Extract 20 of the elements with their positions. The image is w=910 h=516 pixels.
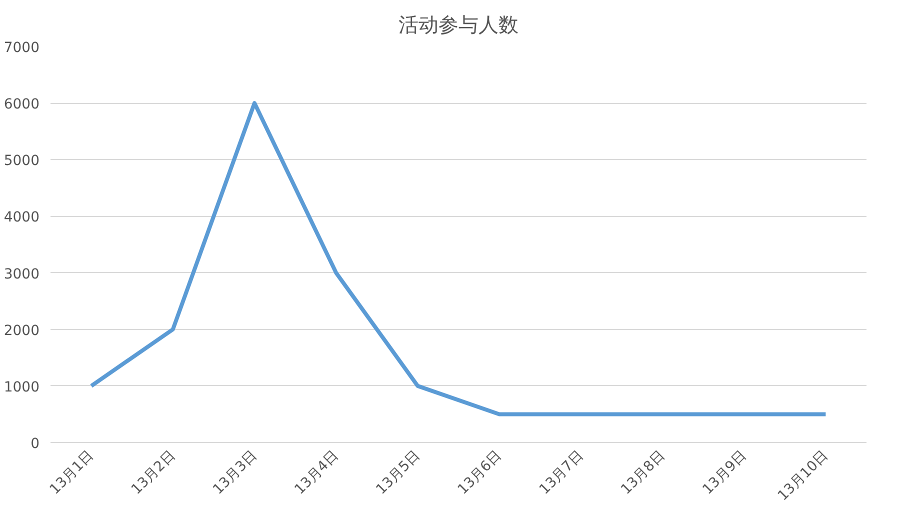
x-tick-label: 13月5日 xyxy=(373,448,424,498)
y-tick-label: 4000 xyxy=(4,210,40,226)
y-tick-label: 2000 xyxy=(4,322,40,339)
y-tick-label: 1000 xyxy=(4,379,40,396)
x-tick-label: 13月9日 xyxy=(700,448,750,498)
x-tick-label: 13月4日 xyxy=(292,448,342,498)
x-tick-label: 13月2日 xyxy=(128,448,179,498)
y-tick-label: 0 xyxy=(30,436,40,452)
x-tick-label: 13月1日 xyxy=(46,448,97,498)
x-tick-label: 13月3日 xyxy=(210,448,260,498)
y-tick-label: 3000 xyxy=(4,266,40,282)
chart-title: 活动参与人数 xyxy=(398,12,518,36)
x-tick-label: 13月10日 xyxy=(775,448,832,504)
x-tick-label: 13月8日 xyxy=(618,448,668,498)
x-tick-label: 13月7日 xyxy=(536,448,587,498)
line-series xyxy=(89,101,828,416)
y-tick-label: 6000 xyxy=(4,96,40,113)
y-tick-label: 5000 xyxy=(4,153,40,170)
y-tick-label: 7000 xyxy=(4,40,40,56)
x-tick-label: 13月6日 xyxy=(454,448,505,498)
